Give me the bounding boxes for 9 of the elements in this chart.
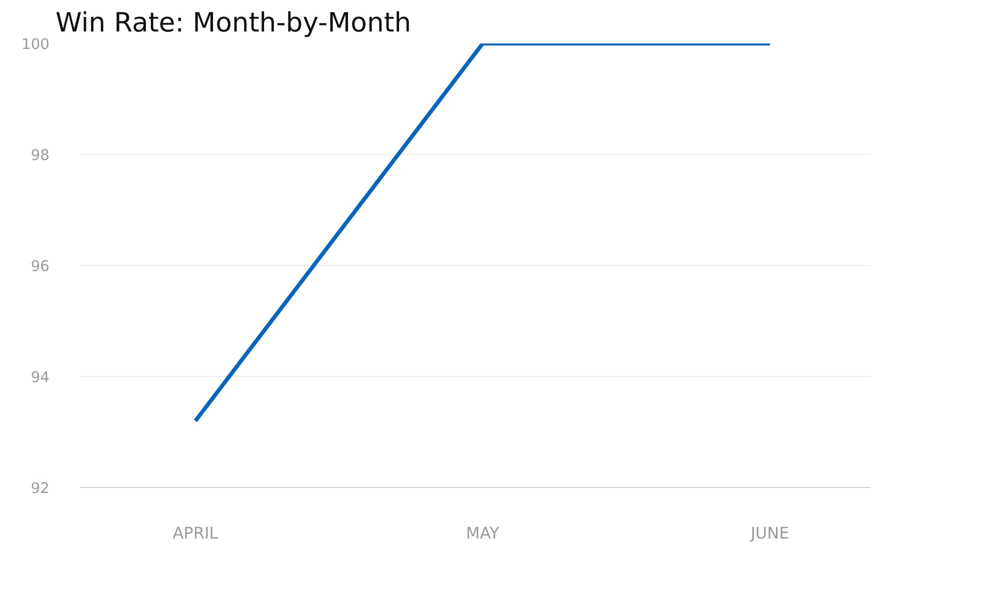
y-tick-label: 94	[30, 369, 50, 386]
y-tick-label: 100	[22, 36, 50, 53]
chart-title: Win Rate: Month-by-Month	[56, 8, 412, 38]
y-tick-label: 98	[30, 147, 50, 164]
x-tick-label: APRIL	[172, 524, 218, 542]
x-tick-label: JUNE	[750, 524, 790, 542]
y-tick-label: 92	[30, 480, 50, 497]
y-tick-label: 96	[30, 258, 50, 275]
x-tick-label: MAY	[466, 524, 500, 542]
